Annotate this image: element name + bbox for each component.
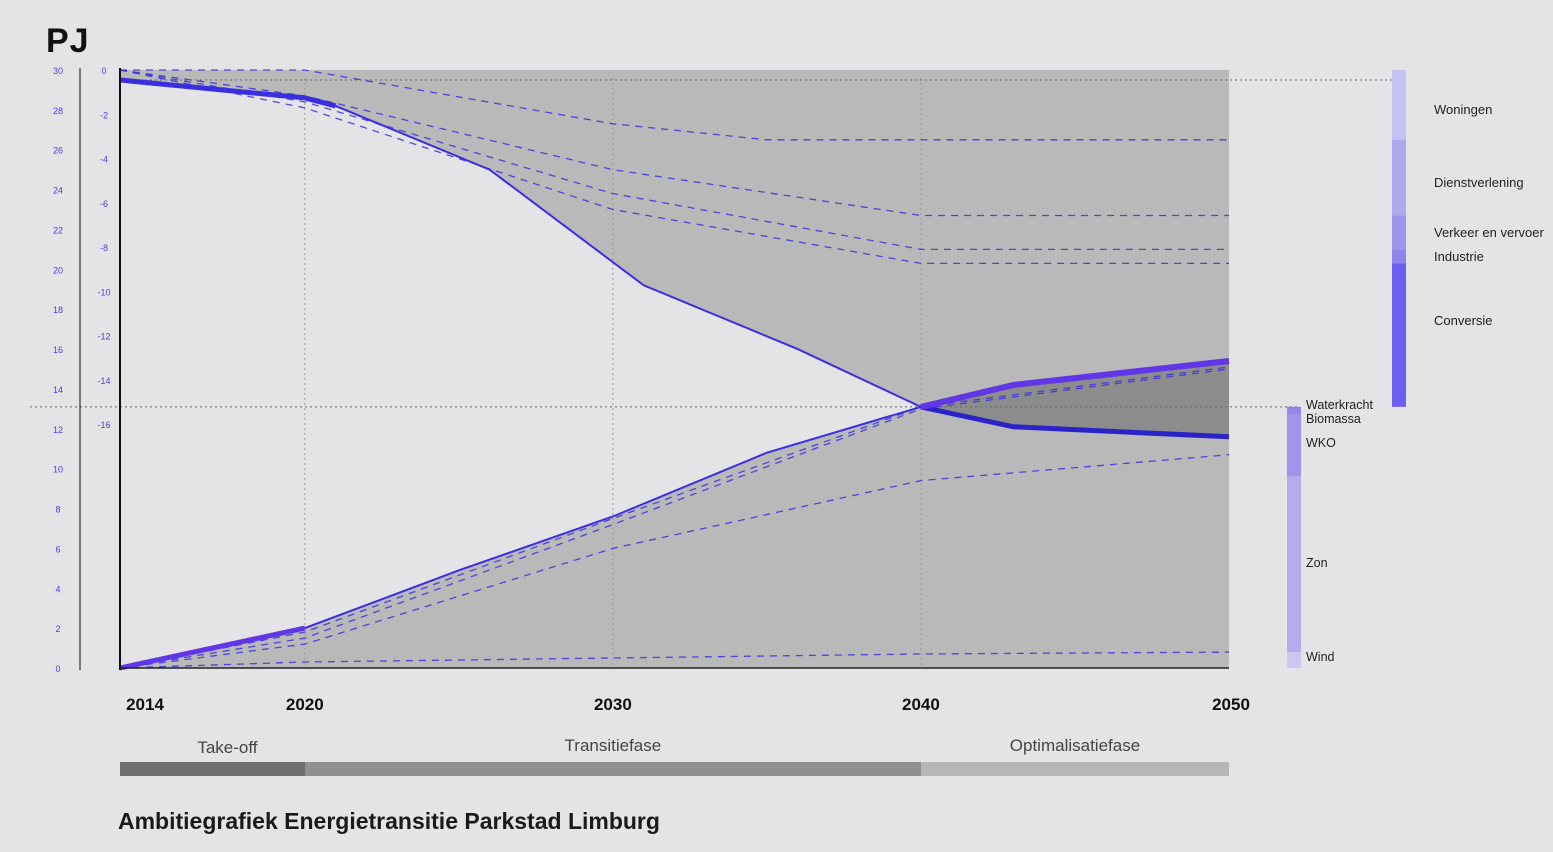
legend-demand-label: Industrie xyxy=(1434,249,1484,264)
left-tick-label: 6 xyxy=(55,544,60,554)
legend-supply-segment xyxy=(1287,476,1301,653)
phase-bar xyxy=(304,762,921,776)
left-tick-label: 30 xyxy=(53,66,63,76)
grid-layer xyxy=(30,78,1395,668)
left-tick-label: 4 xyxy=(55,584,60,594)
dashed-line-industrie xyxy=(119,69,1229,265)
demand-area xyxy=(120,70,1229,437)
left-tick-label: 26 xyxy=(53,146,63,156)
phase-label: Transitiefase xyxy=(564,736,662,755)
left-tick-label: 20 xyxy=(53,265,63,275)
left-tick-label: 22 xyxy=(53,225,63,235)
x-tick-label: 2040 xyxy=(902,695,940,714)
legend-demand-segment xyxy=(1392,70,1406,140)
demand-tick-label: 0 xyxy=(101,66,106,76)
axes: 3028262422201816141210864200-2-4-6-8-10-… xyxy=(53,66,1250,714)
chart-title: Ambitiegrafiek Energietransitie Parkstad… xyxy=(118,808,660,834)
legend-supply-label: Wind xyxy=(1306,650,1335,664)
left-tick-label: 24 xyxy=(53,186,63,196)
area-layer xyxy=(120,70,1229,668)
legend-supply-label: WKO xyxy=(1306,436,1336,450)
legend-demand-segment xyxy=(1392,139,1406,216)
dashed-line-verkeer-en-vervoer xyxy=(119,69,1229,251)
breakdown-lines xyxy=(119,69,1230,669)
legend-supply-segment xyxy=(1287,652,1301,668)
legend-demand-label: Dienstverlening xyxy=(1434,175,1524,190)
legend-demand-segment xyxy=(1392,249,1406,264)
unit-label: PJ xyxy=(46,22,90,60)
left-tick-label: 8 xyxy=(55,505,60,515)
phase-bar xyxy=(120,762,305,776)
demand-line-start xyxy=(119,77,337,109)
overlap-area xyxy=(920,361,1229,437)
phase-bar xyxy=(920,762,1229,776)
legend-demand-label: Conversie xyxy=(1434,313,1493,328)
x-tick-label: 2014 xyxy=(126,695,164,714)
legend-demand-segment xyxy=(1392,215,1406,250)
left-tick-label: 18 xyxy=(53,305,63,315)
left-tick-label: 28 xyxy=(53,106,63,116)
dashed-line-wind xyxy=(119,651,1230,669)
dashed-line-woningen xyxy=(120,69,1229,141)
supply-area xyxy=(120,361,1229,668)
demand-tick-label: -14 xyxy=(97,376,110,386)
legend-demand-segment xyxy=(1392,263,1406,407)
legend-supply-segment xyxy=(1287,414,1301,477)
left-tick-label: 0 xyxy=(55,664,60,674)
supply-line-start xyxy=(119,625,306,671)
x-tick-label: 2020 xyxy=(286,695,324,714)
demand-tick-label: -6 xyxy=(100,199,108,209)
left-tick-label: 14 xyxy=(53,385,63,395)
demand-tick-label: -2 xyxy=(100,110,108,120)
legend-supply-label: Biomassa xyxy=(1306,412,1361,426)
x-tick-label: 2030 xyxy=(594,695,632,714)
legend-supply-segment xyxy=(1287,406,1301,409)
dashed-line-zon xyxy=(119,454,1230,669)
legend-supply-label: Waterkracht xyxy=(1306,398,1373,412)
legend-supply-segment xyxy=(1287,408,1301,415)
demand-tick-label: -8 xyxy=(100,243,108,253)
legend-demand-label: Verkeer en vervoer xyxy=(1434,225,1545,240)
demand-tick-label: -16 xyxy=(97,420,110,430)
legend: Woningen Dienstverlening Verkeer en vervoe… xyxy=(1287,70,1545,668)
demand-line xyxy=(335,104,922,408)
demand-tick-label: -4 xyxy=(100,155,108,165)
phase-label: Take-off xyxy=(197,738,258,757)
supply-line-end xyxy=(920,358,1230,410)
phase-label: Optimalisatiefase xyxy=(1009,736,1141,755)
total-lines xyxy=(119,77,1230,671)
legend-demand-label: Woningen xyxy=(1434,102,1492,117)
demand-tick-label: -12 xyxy=(97,332,110,342)
left-tick-label: 2 xyxy=(55,624,60,634)
legend-supply-label: Zon xyxy=(1306,556,1328,570)
demand-line-end xyxy=(920,404,1230,440)
left-tick-label: 12 xyxy=(53,425,63,435)
left-tick-label: 16 xyxy=(53,345,63,355)
x-tick-label: 2050 xyxy=(1212,695,1250,714)
demand-tick-label: -10 xyxy=(97,287,110,297)
supply-line xyxy=(304,405,922,630)
left-tick-label: 10 xyxy=(53,465,63,475)
